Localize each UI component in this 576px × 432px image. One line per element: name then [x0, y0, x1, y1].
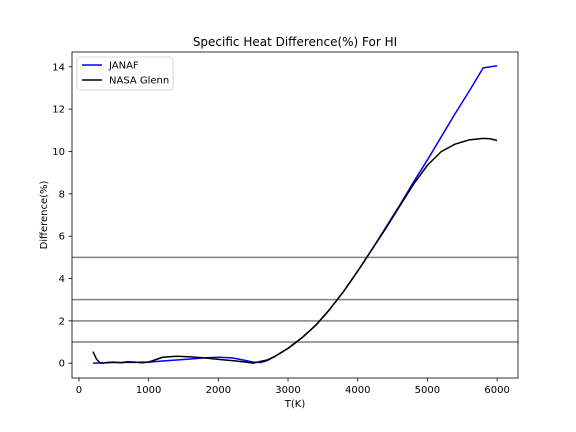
y-axis: 0 2 4 6 8 10 12 14 — [52, 62, 72, 370]
plot-frame — [71, 51, 519, 379]
x-tick-label: 1000 — [136, 385, 161, 396]
y-tick-label: 0 — [59, 359, 65, 370]
x-tick-label: 6000 — [484, 385, 509, 396]
chart-title: Specific Heat Difference(%) For HI — [193, 35, 397, 49]
legend-label: JANAF — [108, 61, 139, 72]
y-tick-label: 12 — [52, 105, 65, 116]
x-tick-label: 4000 — [345, 385, 370, 396]
legend: JANAF NASA Glenn — [76, 56, 174, 91]
legend-label: NASA Glenn — [109, 76, 169, 87]
plot-area — [72, 65, 518, 364]
y-tick-label: 10 — [52, 147, 65, 158]
x-tick-label: 2000 — [206, 385, 231, 396]
y-tick-label: 6 — [59, 232, 65, 243]
y-tick-label: 14 — [52, 62, 65, 73]
series-line-nasa-glenn — [92, 137, 498, 364]
y-axis-label: Difference(%) — [39, 180, 50, 249]
y-tick-label: 8 — [59, 189, 65, 200]
x-tick-label: 5000 — [415, 385, 440, 396]
y-tick-label: 4 — [59, 274, 65, 285]
y-tick-label: 2 — [59, 316, 65, 327]
x-tick-label: 0 — [76, 385, 82, 396]
x-axis-label: T(K) — [284, 399, 306, 410]
x-tick-label: 3000 — [275, 385, 300, 396]
x-axis: 0 1000 2000 3000 4000 5000 6000 — [76, 378, 510, 396]
